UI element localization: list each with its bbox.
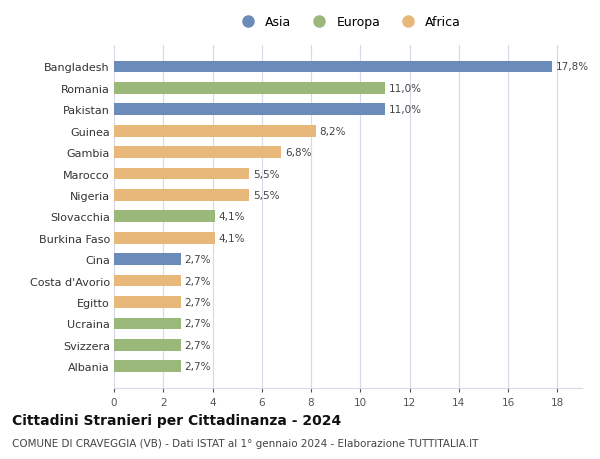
Bar — [114, 297, 181, 308]
Text: 2,7%: 2,7% — [184, 361, 211, 371]
Bar — [114, 318, 181, 330]
Bar — [114, 361, 181, 372]
Bar — [114, 275, 181, 287]
Text: 2,7%: 2,7% — [184, 255, 211, 264]
Bar — [114, 168, 250, 180]
Bar — [114, 254, 181, 265]
Text: 2,7%: 2,7% — [184, 319, 211, 329]
Bar — [114, 83, 385, 95]
Bar — [114, 104, 385, 116]
Legend: Asia, Europa, Africa: Asia, Europa, Africa — [230, 11, 466, 34]
Text: Cittadini Stranieri per Cittadinanza - 2024: Cittadini Stranieri per Cittadinanza - 2… — [12, 413, 341, 427]
Text: 5,5%: 5,5% — [253, 190, 280, 201]
Text: 6,8%: 6,8% — [285, 148, 311, 158]
Text: 2,7%: 2,7% — [184, 297, 211, 308]
Text: 2,7%: 2,7% — [184, 276, 211, 286]
Bar — [114, 339, 181, 351]
Text: 17,8%: 17,8% — [556, 62, 589, 73]
Text: 2,7%: 2,7% — [184, 340, 211, 350]
Text: COMUNE DI CRAVEGGIA (VB) - Dati ISTAT al 1° gennaio 2024 - Elaborazione TUTTITAL: COMUNE DI CRAVEGGIA (VB) - Dati ISTAT al… — [12, 438, 478, 448]
Bar — [114, 126, 316, 137]
Text: 11,0%: 11,0% — [389, 84, 422, 94]
Text: 4,1%: 4,1% — [218, 233, 245, 243]
Text: 11,0%: 11,0% — [389, 105, 422, 115]
Text: 8,2%: 8,2% — [320, 126, 346, 136]
Text: 5,5%: 5,5% — [253, 169, 280, 179]
Bar — [114, 190, 250, 202]
Bar — [114, 232, 215, 244]
Text: 4,1%: 4,1% — [218, 212, 245, 222]
Bar — [114, 147, 281, 159]
Bar — [114, 62, 553, 73]
Bar — [114, 211, 215, 223]
